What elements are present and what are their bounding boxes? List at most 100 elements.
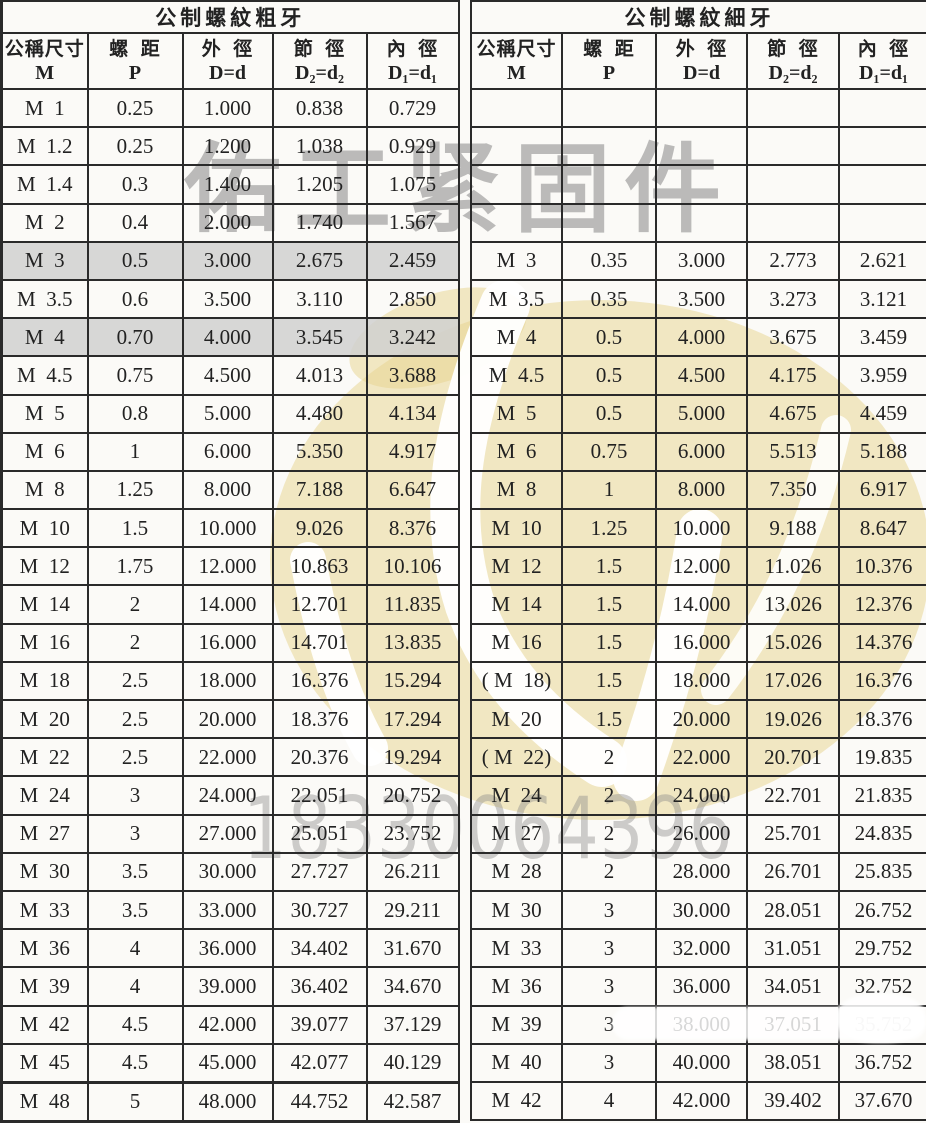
cell: M 28 — [470, 851, 563, 892]
table-row: M 28 2 28.000 26.701 25.835 — [470, 851, 926, 892]
cell: 40.000 — [655, 1042, 748, 1083]
table-row: M 3.5 0.35 3.500 3.273 3.121 — [470, 278, 926, 320]
cell: 10.106 — [365, 546, 460, 587]
cell: ( M 22) — [470, 737, 563, 778]
table-row: M 4 0.5 4.000 3.675 3.459 — [470, 317, 926, 358]
cell: M 1.2 — [0, 126, 89, 167]
table-row: M 5 0.5 5.000 4.675 4.459 — [470, 393, 926, 434]
cell: 22.051 — [271, 775, 368, 816]
cell: 4.675 — [746, 393, 840, 434]
cell: 19.835 — [837, 737, 926, 778]
cell: 18.376 — [271, 698, 368, 740]
table-row: M 6 1 6.000 5.350 4.917 — [0, 431, 460, 472]
cell: 1.5 — [561, 622, 657, 663]
cell: M 10 — [470, 508, 563, 549]
cell: 3 — [561, 1042, 657, 1083]
cell: 11.835 — [365, 584, 460, 625]
cell: 31.670 — [365, 928, 460, 969]
cell: 0.25 — [86, 87, 184, 129]
cell: 36.000 — [655, 966, 748, 1007]
cell: 13.026 — [746, 584, 840, 625]
table-row: M 33 3.5 33.000 30.727 29.211 — [0, 889, 460, 931]
cell: 34.670 — [365, 966, 460, 1007]
table-row: M 6 0.75 6.000 5.513 5.188 — [470, 431, 926, 472]
column-header-label: 公稱尺寸 — [476, 38, 557, 60]
cell: 4.459 — [837, 393, 926, 434]
cell: 1.75 — [86, 546, 184, 587]
cell: 16.376 — [271, 660, 368, 702]
cell: 44.752 — [271, 1080, 368, 1123]
cell: ( M 18) — [470, 660, 563, 702]
column-header-symbol: D=d — [683, 62, 720, 85]
table-row: M 10 1.25 10.000 9.188 8.647 — [470, 508, 926, 549]
cell — [561, 87, 657, 129]
cell: 9.026 — [271, 508, 368, 549]
cell: 1.5 — [86, 508, 184, 549]
column-header: 公稱尺寸 M — [0, 32, 89, 90]
column-header-label: 螺 距 — [583, 38, 635, 60]
cell: M 39 — [0, 966, 89, 1007]
cell: M 30 — [470, 889, 563, 931]
cell: M 6 — [0, 431, 89, 472]
table-row: ( M 18) 1.5 18.000 17.026 16.376 — [470, 660, 926, 702]
cell — [561, 164, 657, 205]
cell: 2 — [561, 737, 657, 778]
cell: M 4.5 — [0, 355, 89, 396]
column-header-label: 外 徑 — [675, 38, 728, 60]
cell: 14.701 — [271, 622, 368, 663]
cell: 0.5 — [86, 240, 184, 281]
cell: 30.000 — [181, 851, 274, 892]
cell: 12.701 — [271, 584, 368, 625]
cell — [561, 202, 657, 243]
cell: M 16 — [470, 622, 563, 663]
table-row: M 16 2 16.000 14.701 13.835 — [0, 622, 460, 663]
cell: 24.000 — [181, 775, 274, 816]
cell: 4.175 — [746, 355, 840, 396]
cell — [746, 202, 840, 243]
cell: 1.038 — [271, 126, 368, 167]
cell: 1.567 — [365, 202, 460, 243]
cell: 42.077 — [271, 1042, 368, 1084]
table-row — [470, 126, 926, 167]
cell: 45.000 — [181, 1042, 274, 1084]
cell — [746, 87, 840, 129]
table-row: M 10 1.5 10.000 9.026 8.376 — [0, 508, 460, 549]
cell: 12.376 — [837, 584, 926, 625]
cell: 6.000 — [655, 431, 748, 472]
cell: 2.621 — [837, 240, 926, 281]
table-row: ( M 22) 2 22.000 20.701 19.835 — [470, 737, 926, 778]
cell: M 24 — [0, 775, 89, 816]
cell: 42.000 — [655, 1080, 748, 1122]
cell: 42.587 — [365, 1080, 460, 1123]
cell — [655, 202, 748, 243]
table-row: M 12 1.5 12.000 11.026 10.376 — [470, 546, 926, 587]
cell: M 24 — [470, 775, 563, 816]
cell: M 16 — [0, 622, 89, 663]
cell: M 14 — [0, 584, 89, 625]
table-row: M 4 0.70 4.000 3.545 3.242 — [0, 317, 460, 358]
cell: M 1 — [0, 87, 89, 129]
cell: M 14 — [470, 584, 563, 625]
cell: 0.838 — [271, 87, 368, 129]
fine-table-title: 公制螺紋細牙 — [469, 0, 926, 34]
table-row: M 42 4 42.000 39.402 37.670 — [470, 1080, 926, 1122]
table-row: M 42 4.5 42.000 39.077 37.129 — [0, 1004, 460, 1045]
cell: M 39 — [470, 1004, 563, 1045]
cell: 4.000 — [655, 317, 748, 358]
table-row: M 27 2 26.000 25.701 24.835 — [470, 813, 926, 854]
cell: 25.835 — [837, 851, 926, 892]
cell: 1.5 — [561, 546, 657, 587]
cell: M 3 — [470, 240, 563, 281]
cell: 1.25 — [561, 508, 657, 549]
cell: 2.459 — [365, 240, 460, 281]
cell: 4.500 — [181, 355, 274, 396]
cell: M 36 — [0, 928, 89, 969]
cell: 26.701 — [746, 851, 840, 892]
cell: 1.5 — [561, 584, 657, 625]
cell: 28.051 — [746, 889, 840, 931]
cell: 5.000 — [655, 393, 748, 434]
table-row: M 1.2 0.25 1.200 1.038 0.929 — [0, 126, 460, 167]
cell: 4 — [86, 928, 184, 969]
cell: 0.6 — [86, 278, 184, 320]
